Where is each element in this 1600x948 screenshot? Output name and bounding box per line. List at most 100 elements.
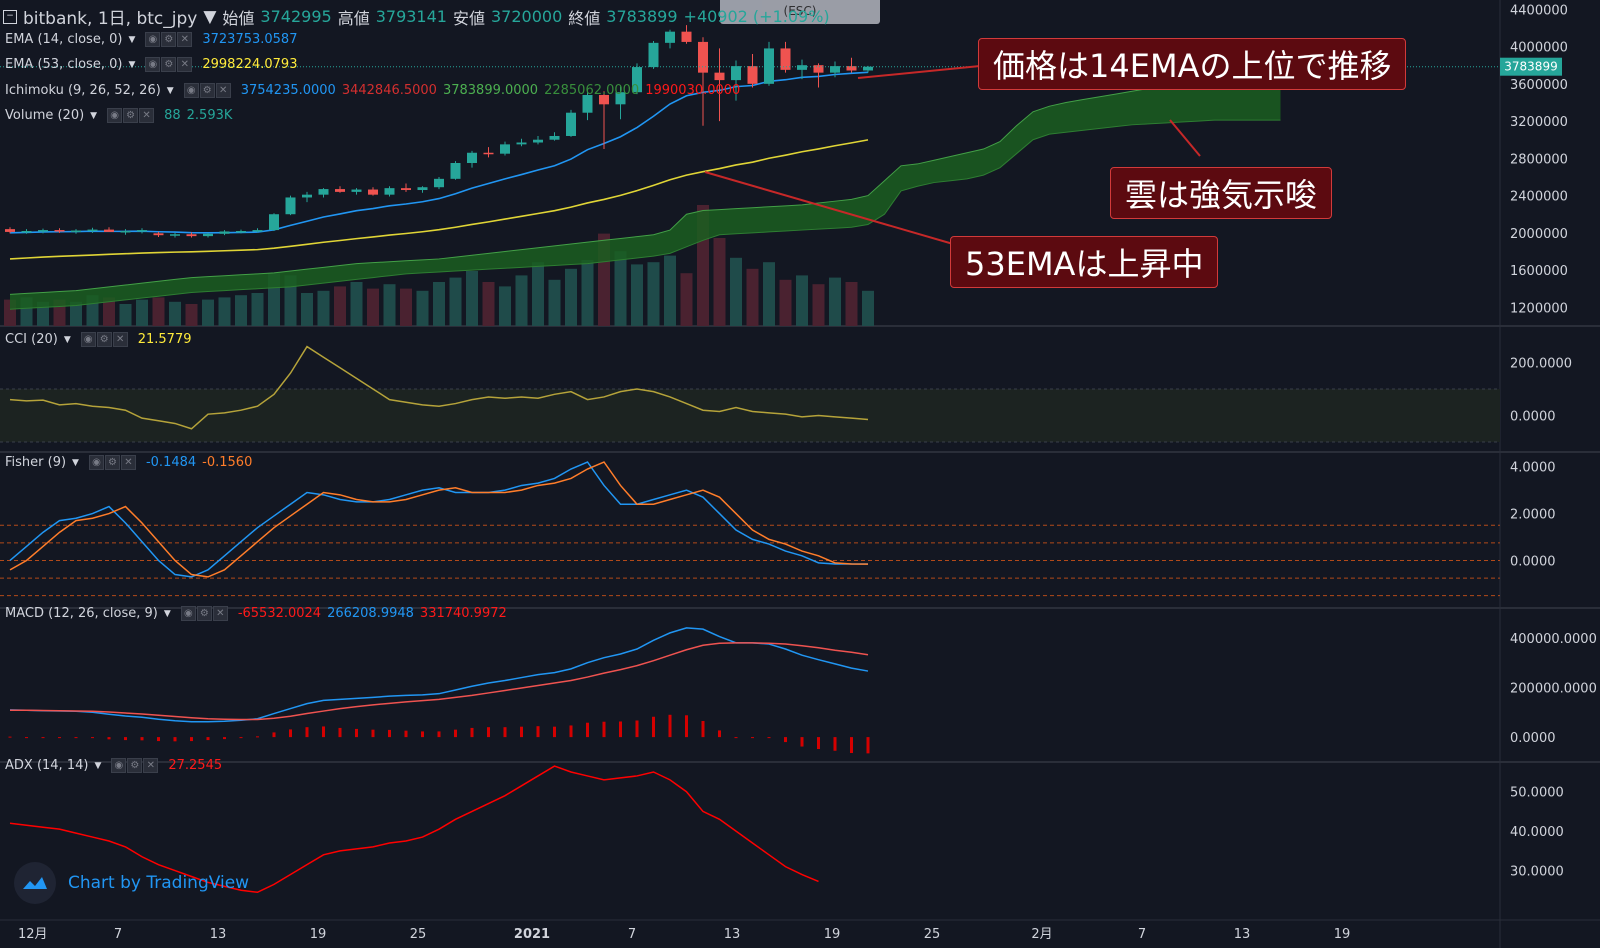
tradingview-branding[interactable]: Chart by TradingView bbox=[14, 862, 249, 904]
eye-icon[interactable]: ◉ bbox=[183, 83, 199, 98]
open-label: 始値 bbox=[222, 8, 255, 28]
gear-icon[interactable]: ⚙ bbox=[161, 32, 177, 47]
price-axis-tick: 4400000 bbox=[1510, 3, 1568, 18]
volume-bar bbox=[466, 271, 478, 326]
time-axis-tick: 7 bbox=[114, 927, 122, 942]
candle-body bbox=[467, 152, 477, 163]
close-icon[interactable]: ✕ bbox=[120, 455, 136, 470]
ichimoku-label: Ichimoku (9, 26, 52, 26) bbox=[5, 83, 161, 98]
close-icon[interactable]: ✕ bbox=[215, 83, 231, 98]
eye-icon[interactable]: ◉ bbox=[180, 606, 196, 621]
close-icon[interactable]: ✕ bbox=[177, 32, 193, 47]
chevron-down-icon[interactable]: ▼ bbox=[128, 34, 136, 45]
legend-ichimoku[interactable]: Ichimoku (9, 26, 52, 26) ▼ ◉ ⚙ ✕ 3754235.00… bbox=[5, 83, 740, 98]
volume-bar bbox=[284, 275, 297, 326]
eye-icon[interactable]: ◉ bbox=[145, 32, 161, 47]
volume-bar bbox=[746, 268, 759, 326]
eye-icon[interactable]: ◉ bbox=[88, 455, 104, 470]
candle-body bbox=[516, 142, 527, 145]
chevron-down-icon[interactable]: ▼ bbox=[163, 608, 171, 619]
cci-label: CCI (20) bbox=[5, 332, 58, 347]
legend-volume[interactable]: Volume (20) ▼ ◉ ⚙ ✕ 88 2.593K bbox=[5, 108, 232, 123]
chevron-down-icon[interactable]: ▼ bbox=[128, 59, 136, 70]
annotation-53ema-rising[interactable]: 53EMAは上昇中 bbox=[950, 236, 1219, 288]
legend-macd[interactable]: MACD (12, 26, close, 9) ▼ ◉ ⚙ ✕ -65532.0024… bbox=[5, 606, 507, 621]
esc-overlay[interactable]: (ESC) bbox=[720, 0, 880, 24]
chevron-down-icon[interactable]: ▼ bbox=[166, 85, 174, 96]
gear-icon[interactable]: ⚙ bbox=[104, 455, 120, 470]
macd-histogram-bar bbox=[751, 737, 754, 739]
chevron-down-icon[interactable]: ▼ bbox=[90, 110, 98, 121]
tradingview-logo-icon bbox=[14, 862, 56, 904]
volume-bar bbox=[416, 290, 429, 326]
cci-line bbox=[9, 345, 869, 430]
candle-body bbox=[87, 229, 98, 232]
indicator-axis-tick: 0.0000 bbox=[1510, 554, 1556, 569]
macd-histogram-bar bbox=[685, 715, 688, 738]
volume-bar bbox=[581, 260, 594, 326]
collapse-icon[interactable]: − bbox=[3, 9, 17, 24]
ichimoku-value-1: 3754235.0000 bbox=[240, 83, 336, 98]
volume-bar bbox=[334, 286, 346, 326]
legend-fisher[interactable]: Fisher (9) ▼ ◉ ⚙ ✕ -0.1484 -0.1560 bbox=[5, 455, 252, 470]
candle-body bbox=[813, 65, 824, 73]
volume-bar bbox=[119, 304, 132, 326]
candle-body bbox=[252, 230, 263, 232]
legend-ema53[interactable]: EMA (53, close, 0) ▼ ◉ ⚙ ✕ 2998224.0793 bbox=[5, 57, 297, 72]
close-icon[interactable]: ✕ bbox=[112, 332, 128, 347]
gear-icon[interactable]: ⚙ bbox=[161, 57, 177, 72]
indicator-axis-tick: 0.0000 bbox=[1510, 731, 1556, 746]
candle-body bbox=[54, 230, 65, 232]
eye-icon[interactable]: ◉ bbox=[111, 758, 127, 773]
eye-icon[interactable]: ◉ bbox=[80, 332, 96, 347]
macd-histogram-bar bbox=[569, 725, 573, 738]
ichimoku-value-2: 3442846.5000 bbox=[341, 83, 437, 98]
macd-histogram-bar bbox=[421, 731, 424, 738]
gear-icon[interactable]: ⚙ bbox=[199, 83, 215, 98]
annotation-pointer bbox=[704, 171, 961, 247]
indicator-axis-tick: 40.0000 bbox=[1510, 825, 1564, 840]
macd-histogram-bar bbox=[586, 722, 589, 738]
macd-histogram-bar bbox=[866, 737, 870, 754]
macd-histogram-bar bbox=[767, 737, 771, 739]
chevron-down-icon[interactable]: ▼ bbox=[63, 334, 71, 345]
indicator-axis-tick: 50.0000 bbox=[1510, 786, 1564, 801]
candle-body bbox=[632, 67, 642, 93]
chevron-down-icon[interactable]: ▼ bbox=[72, 457, 79, 468]
time-axis-tick: 13 bbox=[1234, 927, 1251, 942]
macd-line-2 bbox=[10, 642, 869, 721]
gear-icon[interactable]: ⚙ bbox=[123, 108, 139, 123]
gear-icon[interactable]: ⚙ bbox=[196, 606, 212, 621]
indicator-axis-tick: 0.0000 bbox=[1510, 410, 1556, 425]
legend-adx[interactable]: ADX (14, 14) ▼ ◉ ⚙ ✕ 27.2545 bbox=[5, 758, 222, 773]
legend-cci[interactable]: CCI (20) ▼ ◉ ⚙ ✕ 21.5779 bbox=[5, 332, 192, 347]
legend-ema14[interactable]: EMA (14, close, 0) ▼ ◉ ⚙ ✕ 3723753.0587 bbox=[5, 32, 297, 47]
close-icon[interactable]: ✕ bbox=[177, 57, 193, 72]
candle-body bbox=[846, 66, 857, 71]
ichimoku-value-5: 1990030.0000 bbox=[645, 83, 741, 98]
volume-bar bbox=[202, 299, 214, 326]
symbol-chevron-down-icon[interactable]: ▼ bbox=[203, 6, 217, 27]
macd-histogram-bar bbox=[25, 737, 28, 739]
annotation-cloud-bullish[interactable]: 雲は強気示唆 bbox=[1110, 167, 1333, 219]
volume-value-2: 2.593K bbox=[186, 108, 233, 123]
close-icon[interactable]: ✕ bbox=[212, 606, 228, 621]
annotation-pointer bbox=[1169, 119, 1201, 157]
candle-body bbox=[747, 66, 758, 84]
fisher-value-2: -0.1560 bbox=[202, 455, 253, 470]
macd-histogram-bar bbox=[239, 737, 243, 739]
gear-icon[interactable]: ⚙ bbox=[96, 332, 112, 347]
close-icon[interactable]: ✕ bbox=[139, 108, 155, 123]
annotation-price-above-14ema[interactable]: 価格は14EMAの上位で推移 bbox=[978, 38, 1407, 90]
candle-body bbox=[434, 178, 444, 188]
symbol-title[interactable]: bitbank, 1日, btc_jpy bbox=[23, 9, 198, 29]
eye-icon[interactable]: ◉ bbox=[145, 57, 161, 72]
eye-icon[interactable]: ◉ bbox=[107, 108, 123, 123]
gear-icon[interactable]: ⚙ bbox=[127, 758, 143, 773]
chevron-down-icon[interactable]: ▼ bbox=[94, 760, 102, 771]
close-icon[interactable]: ✕ bbox=[143, 758, 159, 773]
price-axis-tick: 3600000 bbox=[1510, 78, 1568, 93]
volume-bar bbox=[862, 290, 874, 326]
candle-body bbox=[21, 230, 32, 233]
